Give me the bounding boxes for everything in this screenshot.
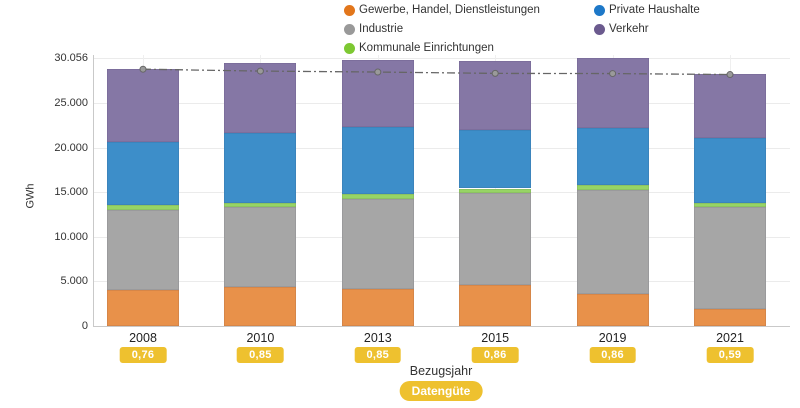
chart-legend: Gewerbe, Handel, Dienstleistungen Industr…	[344, 2, 700, 56]
y-tick-label: 30.056	[54, 52, 88, 64]
y-tick-label: 5.000	[60, 275, 88, 288]
bar-segment-2015[interactable]	[459, 60, 532, 131]
x-axis-title: Bezugsjahr	[409, 364, 473, 378]
bar-segment-2021[interactable]	[694, 308, 766, 326]
bar-segment-2019[interactable]	[576, 190, 649, 294]
h-gridline	[93, 281, 790, 283]
h-gridline	[93, 236, 790, 238]
bar-segment-2019[interactable]	[576, 128, 649, 186]
y-tick-label: 15.000	[54, 186, 88, 199]
bar-segment-2019[interactable]	[576, 58, 649, 129]
bar-segment-2008[interactable]	[107, 209, 179, 290]
bar-segment-2021[interactable]	[694, 206, 766, 309]
bar-segment-2021[interactable]	[694, 202, 766, 207]
bar-segment-2019[interactable]	[576, 185, 649, 191]
bar-segment-2008[interactable]	[107, 204, 179, 210]
bar-segment-2008[interactable]	[107, 289, 179, 326]
bar-segment-2013[interactable]	[341, 60, 414, 128]
data-quality-badge: 0,86	[589, 347, 636, 363]
legend-column-left: Gewerbe, Handel, Dienstleistungen Industr…	[344, 2, 570, 56]
bar-segment-2015[interactable]	[459, 284, 532, 326]
data-quality-badge: 0,85	[354, 347, 402, 363]
x-tick-label: 2019	[598, 331, 627, 345]
data-quality-badge: 0,59	[706, 347, 754, 363]
y-tick-label: 0	[81, 320, 88, 332]
legend-item-label: Kommunale Einrichtungen	[359, 42, 494, 54]
legend-item-0[interactable]: Gewerbe, Handel, Dienstleistungen	[344, 2, 570, 18]
x-tick-label: 2021	[716, 331, 744, 345]
y-axis-line	[93, 55, 94, 326]
legend-item-1[interactable]: Private Haushalte	[594, 2, 700, 18]
bar-segment-2019[interactable]	[576, 293, 649, 326]
data-quality-label-badge: Datengüte	[399, 381, 483, 401]
x-tick-label: 2008	[129, 331, 157, 345]
legend-column-right: Private Haushalte Verkehr	[594, 2, 700, 56]
data-quality-badge: 0,85	[237, 347, 284, 363]
bar-segment-2010[interactable]	[224, 202, 297, 207]
x-tick-label: 2015	[481, 331, 510, 345]
y-tick-label: 10.000	[54, 230, 88, 243]
bar-segment-2013[interactable]	[341, 198, 414, 289]
y-axis-title: GWh	[24, 183, 37, 209]
x-tick-label: 2010	[246, 331, 275, 345]
h-gridline	[93, 192, 790, 194]
bar-segment-2021[interactable]	[694, 74, 766, 139]
h-gridline	[93, 58, 790, 59]
bar-segment-2013[interactable]	[341, 288, 414, 326]
bar-segment-2013[interactable]	[341, 193, 414, 199]
h-gridline	[93, 103, 790, 105]
bar-segment-2015[interactable]	[459, 188, 532, 193]
legend-item-label: Verkehr	[609, 23, 649, 35]
legend-color-dot	[594, 4, 605, 16]
bar-segment-2010[interactable]	[224, 286, 297, 326]
legend-color-dot	[344, 42, 355, 54]
legend-item-label: Industrie	[359, 23, 404, 35]
bar-segment-2015[interactable]	[459, 130, 532, 189]
bar-segment-2010[interactable]	[224, 206, 297, 287]
legend-item-2[interactable]: Industrie	[344, 21, 570, 37]
x-axis-line	[93, 326, 790, 327]
legend-color-dot	[594, 23, 605, 35]
bar-segment-2010[interactable]	[224, 133, 297, 203]
legend-item-3[interactable]: Verkehr	[594, 21, 700, 37]
bar-segment-2008[interactable]	[107, 142, 179, 205]
data-quality-badge: 0,86	[471, 347, 519, 363]
legend-item-label: Private Haushalte	[609, 4, 700, 16]
bar-segment-2008[interactable]	[107, 69, 179, 143]
bar-segment-2021[interactable]	[694, 138, 766, 203]
bar-segment-2015[interactable]	[459, 192, 532, 285]
y-tick-label: 20.000	[54, 141, 88, 154]
bar-segment-2013[interactable]	[341, 127, 414, 194]
legend-item-4[interactable]: Kommunale Einrichtungen	[344, 40, 570, 56]
x-tick-label: 2013	[363, 331, 392, 345]
bar-segment-2010[interactable]	[224, 63, 297, 134]
legend-item-label: Gewerbe, Handel, Dienstleistungen	[359, 4, 540, 16]
y-tick-label: 25.000	[54, 97, 88, 110]
data-quality-badge: 0,76	[119, 347, 167, 363]
h-gridline	[93, 147, 790, 149]
legend-color-dot	[344, 23, 355, 35]
legend-color-dot	[344, 4, 355, 16]
